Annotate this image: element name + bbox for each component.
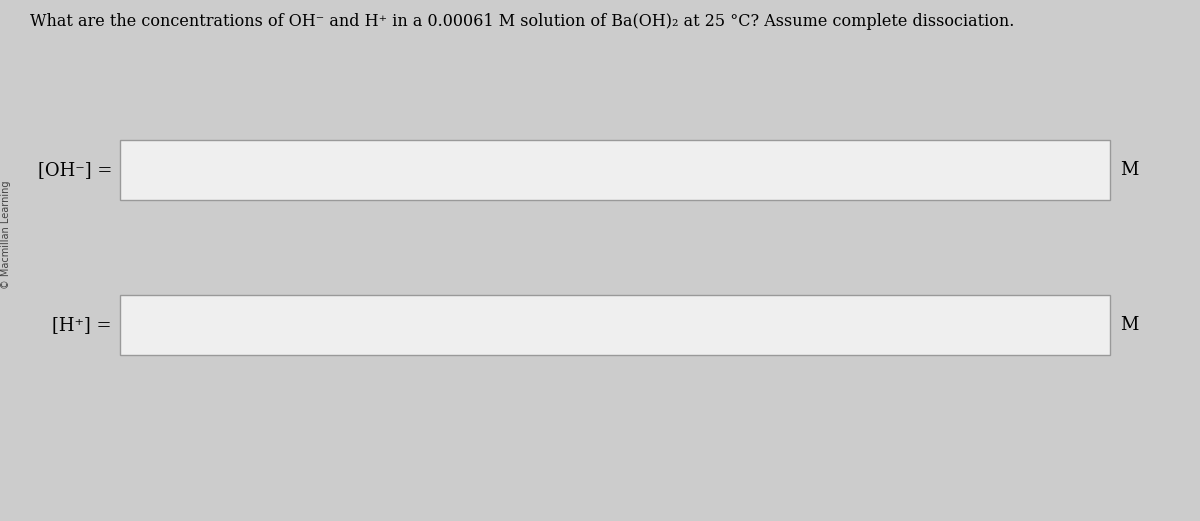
Text: M: M	[1120, 316, 1139, 334]
Text: What are the concentrations of OH⁻ and H⁺ in a 0.00061 M solution of Ba(OH)₂ at : What are the concentrations of OH⁻ and H…	[30, 13, 1014, 30]
Text: [H⁺] =: [H⁺] =	[53, 316, 112, 334]
Text: © Macmillan Learning: © Macmillan Learning	[1, 180, 11, 289]
Text: M: M	[1120, 161, 1139, 179]
Text: [OH⁻] =: [OH⁻] =	[37, 161, 112, 179]
